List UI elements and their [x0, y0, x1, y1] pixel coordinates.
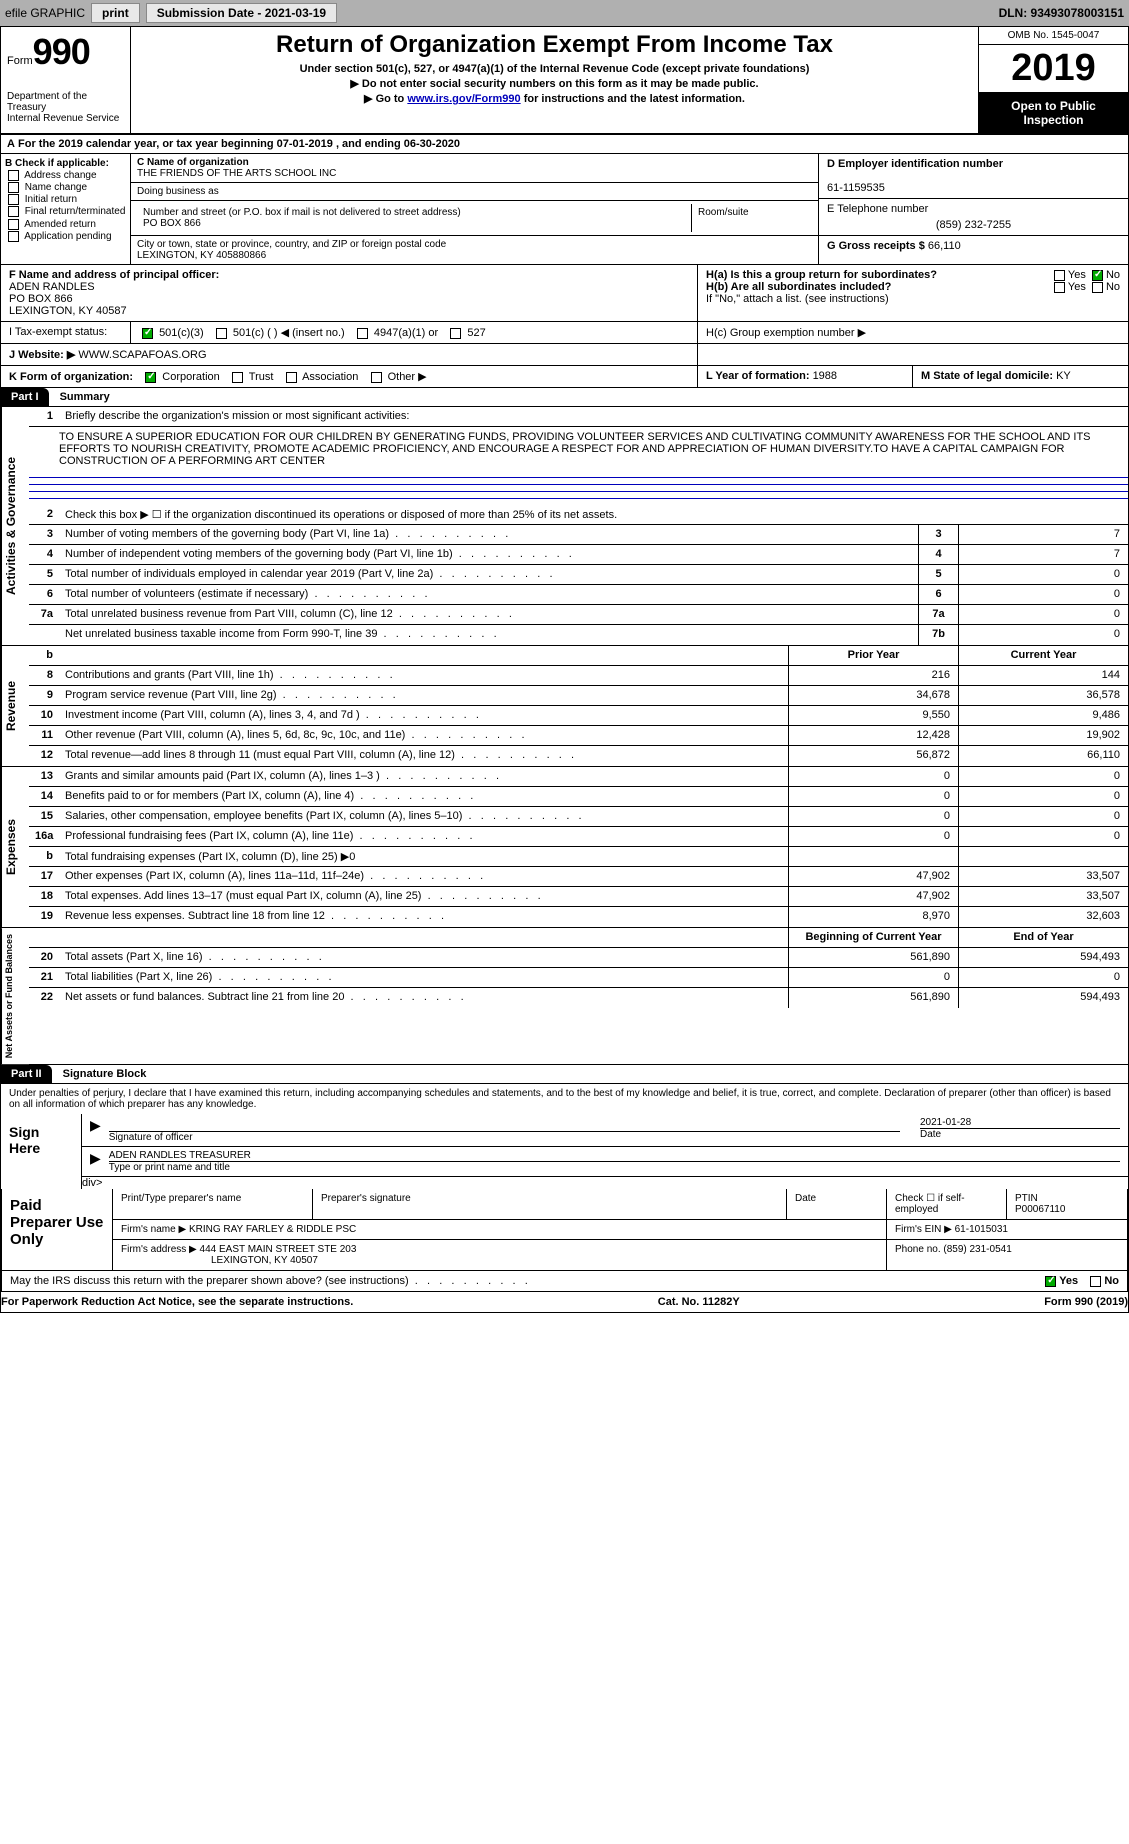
table-row: 17Other expenses (Part IX, column (A), l… [29, 867, 1128, 887]
table-row: Net unrelated business taxable income fr… [29, 625, 1128, 645]
row-j: J Website: ▶ WWW.SCAPAFOAS.ORG [0, 344, 1129, 366]
table-row: 6Total number of volunteers (estimate if… [29, 585, 1128, 605]
cb-final-return[interactable]: Final return/terminated [5, 206, 126, 217]
table-row: 3Number of voting members of the governi… [29, 525, 1128, 545]
inspection-label: Open to Public Inspection [979, 92, 1128, 133]
row-i: I Tax-exempt status: 501(c)(3) 501(c) ( … [0, 322, 1129, 344]
form-ref: Form 990 (2019) [1044, 1296, 1128, 1308]
table-row: 21Total liabilities (Part X, line 26)00 [29, 968, 1128, 988]
street-address: PO BOX 866 [143, 218, 685, 229]
table-row: 13Grants and similar amounts paid (Part … [29, 767, 1128, 787]
table-row: 14Benefits paid to or for members (Part … [29, 787, 1128, 807]
table-row: 15Salaries, other compensation, employee… [29, 807, 1128, 827]
part-i-header: Part I [1, 388, 49, 406]
form-header: Form990 Department of the Treasury Inter… [0, 26, 1129, 135]
side-label-na: Net Assets or Fund Balances [1, 928, 29, 1064]
table-row: bTotal fundraising expenses (Part IX, co… [29, 847, 1128, 867]
efile-label: efile GRAPHIC [5, 6, 85, 20]
table-row: 5Total number of individuals employed in… [29, 565, 1128, 585]
part-i: Part I Summary [0, 388, 1129, 407]
dln-label: DLN: 93493078003151 [999, 6, 1124, 20]
paid-preparer-block: Paid Preparer Use Only Print/Type prepar… [1, 1189, 1128, 1271]
submission-date: Submission Date - 2021-03-19 [146, 3, 337, 23]
paid-preparer-label: Paid Preparer Use Only [2, 1189, 112, 1270]
cb-app-pending[interactable]: Application pending [5, 231, 126, 242]
subtitle-2: Do not enter social security numbers on … [139, 77, 970, 90]
form-of-org: K Form of organization: Corporation Trus… [1, 366, 698, 387]
side-label-exp: Expenses [1, 767, 29, 927]
tax-year: 2019 [979, 45, 1128, 92]
row-fgh: F Name and address of principal officer:… [0, 265, 1129, 322]
officer-name: ADEN RANDLES [9, 281, 95, 293]
firm-address: 444 EAST MAIN STREET STE 203 [200, 1244, 357, 1255]
form-label: Form [7, 55, 33, 67]
col-d: D Employer identification number61-11595… [818, 154, 1128, 264]
activities-governance-section: Activities & Governance 1Briefly describ… [0, 407, 1129, 646]
hc: H(c) Group exemption number ▶ [698, 322, 1128, 343]
row-klm: K Form of organization: Corporation Trus… [0, 366, 1129, 388]
cb-name-change[interactable]: Name change [5, 182, 126, 193]
subtitle-3: Go to www.irs.gov/Form990 for instructio… [139, 92, 970, 105]
subtitle-1: Under section 501(c), 527, or 4947(a)(1)… [139, 63, 970, 75]
table-row: 7aTotal unrelated business revenue from … [29, 605, 1128, 625]
block-bcd: B Check if applicable: Address change Na… [0, 154, 1129, 265]
table-row: 8Contributions and grants (Part VIII, li… [29, 666, 1128, 686]
table-row: 4Number of independent voting members of… [29, 545, 1128, 565]
discuss-row: May the IRS discuss this return with the… [1, 1271, 1128, 1292]
firm-name: KRING RAY FARLEY & RIDDLE PSC [189, 1224, 356, 1235]
perjury-declaration: Under penalties of perjury, I declare th… [1, 1084, 1128, 1114]
table-row: 19Revenue less expenses. Subtract line 1… [29, 907, 1128, 927]
table-row: 22Net assets or fund balances. Subtract … [29, 988, 1128, 1008]
org-name: THE FRIENDS OF THE ARTS SCHOOL INC [137, 168, 336, 179]
tax-exempt-status: 501(c)(3) 501(c) ( ) ◀ (insert no.) 4947… [131, 322, 698, 343]
city-state-zip: LEXINGTON, KY 405880866 [137, 250, 446, 261]
net-assets-section: Net Assets or Fund Balances Beginning of… [0, 928, 1129, 1065]
expenses-section: Expenses 13Grants and similar amounts pa… [0, 767, 1129, 928]
phone: (859) 232-7255 [827, 219, 1120, 231]
signature-block: Under penalties of perjury, I declare th… [0, 1084, 1129, 1313]
gross-receipts: 66,110 [928, 240, 961, 252]
sig-date: 2021-01-28 [920, 1117, 971, 1128]
print-button[interactable]: print [91, 3, 140, 23]
col-b: B Check if applicable: Address change Na… [1, 154, 131, 264]
cb-address-change[interactable]: Address change [5, 170, 126, 181]
form-number: 990 [33, 31, 90, 72]
omb-number: OMB No. 1545-0047 [979, 27, 1128, 45]
line-a: A For the 2019 calendar year, or tax yea… [0, 135, 1129, 154]
officer-name-title: ADEN RANDLES TREASURER [109, 1150, 251, 1161]
table-row: 18Total expenses. Add lines 13–17 (must … [29, 887, 1128, 907]
mission-text: TO ENSURE A SUPERIOR EDUCATION FOR OUR C… [29, 427, 1128, 471]
year-formation: 1988 [813, 370, 837, 382]
side-label-ag: Activities & Governance [1, 407, 29, 645]
part-ii-header: Part II [1, 1065, 52, 1083]
cb-amended-return[interactable]: Amended return [5, 219, 126, 230]
table-row: 12Total revenue—add lines 8 through 11 (… [29, 746, 1128, 766]
firm-ein: 61-1015031 [955, 1224, 1008, 1235]
table-row: 11Other revenue (Part VIII, column (A), … [29, 726, 1128, 746]
firm-phone: (859) 231-0541 [943, 1244, 1011, 1255]
revenue-section: Revenue b Prior Year Current Year 8Contr… [0, 646, 1129, 767]
prior-year-hdr: Prior Year [788, 646, 958, 665]
website: WWW.SCAPAFOAS.ORG [78, 349, 206, 361]
current-year-hdr: Current Year [958, 646, 1128, 665]
side-label-rev: Revenue [1, 646, 29, 766]
dept-label: Department of the Treasury Internal Reve… [7, 91, 124, 124]
sign-here-label: Sign Here [1, 1114, 81, 1189]
state-domicile: KY [1056, 370, 1071, 382]
form-title: Return of Organization Exempt From Incom… [139, 31, 970, 59]
ein: 61-1159535 [827, 182, 885, 194]
cat-no: Cat. No. 11282Y [658, 1296, 740, 1308]
irs-link[interactable]: www.irs.gov/Form990 [407, 93, 520, 105]
table-row: 9Program service revenue (Part VIII, lin… [29, 686, 1128, 706]
cb-initial-return[interactable]: Initial return [5, 194, 126, 205]
ptin: P00067110 [1015, 1204, 1065, 1215]
col-c: C Name of organizationTHE FRIENDS OF THE… [131, 154, 818, 264]
page-footer: For Paperwork Reduction Act Notice, see … [1, 1292, 1128, 1312]
table-row: 16aProfessional fundraising fees (Part I… [29, 827, 1128, 847]
toolbar: efile GRAPHIC print Submission Date - 20… [0, 0, 1129, 26]
part-ii: Part II Signature Block [0, 1065, 1129, 1084]
table-row: 20Total assets (Part X, line 16)561,8905… [29, 948, 1128, 968]
table-row: 10Investment income (Part VIII, column (… [29, 706, 1128, 726]
col-b-header: B Check if applicable: [5, 158, 126, 169]
